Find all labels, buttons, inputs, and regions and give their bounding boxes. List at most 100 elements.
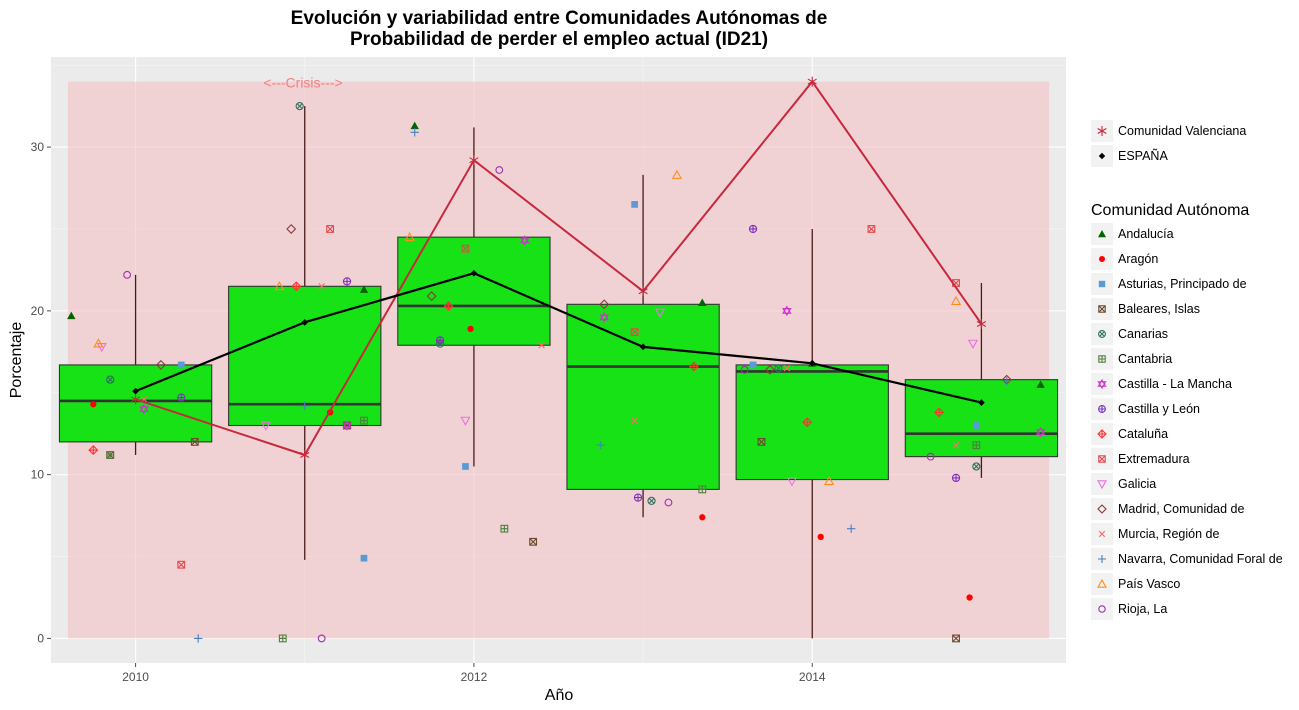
box-plot bbox=[397, 127, 551, 467]
data-point bbox=[260, 421, 271, 431]
data-point bbox=[867, 225, 876, 233]
data-point bbox=[972, 422, 980, 429]
box-plot bbox=[904, 283, 1059, 478]
crisis-band: <---Crisis---> bbox=[67, 75, 1050, 639]
data-point bbox=[749, 361, 757, 369]
data-point bbox=[748, 224, 758, 234]
data-point bbox=[698, 485, 707, 494]
data-point bbox=[155, 359, 166, 370]
legend-label: Andalucía bbox=[1118, 227, 1174, 241]
legend-key-bg bbox=[1091, 473, 1113, 495]
data-point bbox=[278, 634, 287, 643]
trend-point bbox=[300, 449, 310, 460]
data-point bbox=[500, 524, 509, 533]
data-point bbox=[631, 201, 638, 208]
data-point bbox=[952, 441, 960, 449]
y-tick-label: 10 bbox=[31, 468, 45, 482]
data-point bbox=[106, 451, 115, 459]
data-point bbox=[359, 285, 369, 293]
data-point bbox=[291, 281, 302, 292]
data-point bbox=[495, 166, 504, 174]
scatter-points bbox=[67, 102, 1046, 643]
legend-label: Baleares, Islas bbox=[1118, 302, 1200, 316]
data-point bbox=[177, 560, 186, 569]
data-point bbox=[67, 311, 76, 320]
legend-label: Castilla y León bbox=[1118, 402, 1200, 416]
box-rect bbox=[904, 379, 1059, 458]
x-tick-label: 2010 bbox=[122, 670, 149, 684]
y-tick-label: 20 bbox=[31, 304, 45, 318]
data-point bbox=[462, 463, 469, 470]
legend-key-marker bbox=[1097, 126, 1107, 136]
data-point bbox=[286, 223, 297, 234]
data-point bbox=[764, 364, 775, 375]
legend-label: Cataluña bbox=[1118, 427, 1168, 441]
legend-label: Navarra, Comunidad Foral de bbox=[1118, 552, 1283, 566]
legend-key-marker bbox=[1098, 280, 1106, 288]
trend-point bbox=[130, 394, 141, 405]
data-point bbox=[631, 417, 638, 424]
trend-point bbox=[808, 359, 816, 367]
data-point bbox=[410, 128, 419, 137]
legend-key-bg bbox=[1091, 573, 1113, 595]
box-rect bbox=[397, 236, 551, 346]
trend-point bbox=[807, 76, 817, 87]
axes: 0 10 20 30 2010 2012 2014 bbox=[31, 140, 826, 684]
data-point bbox=[966, 594, 973, 601]
legend-label: Extremadura bbox=[1118, 452, 1190, 466]
legend-key-marker bbox=[1098, 152, 1106, 160]
data-point bbox=[426, 291, 437, 302]
box-plot bbox=[735, 228, 889, 639]
trend-point bbox=[132, 387, 139, 395]
legend-key-marker bbox=[1098, 330, 1106, 338]
box-rect bbox=[566, 303, 720, 490]
legend-label: Murcia, Región de bbox=[1118, 527, 1219, 541]
trend-lines bbox=[130, 76, 987, 460]
crisis-label: <---Crisis---> bbox=[263, 75, 342, 91]
legend-key-marker bbox=[1098, 230, 1106, 238]
data-point bbox=[538, 341, 545, 349]
legend-label: ESPAÑA bbox=[1118, 149, 1168, 163]
chart-title: Evolución y variabilidad entre Comunidad… bbox=[291, 8, 828, 29]
data-point bbox=[688, 361, 699, 372]
data-point bbox=[824, 475, 835, 486]
data-point bbox=[90, 401, 97, 408]
data-point bbox=[740, 365, 749, 374]
data-point bbox=[952, 634, 960, 643]
trend-line bbox=[135, 272, 982, 404]
data-point bbox=[782, 305, 792, 317]
y-tick-label: 30 bbox=[31, 140, 45, 154]
trend-point bbox=[639, 343, 647, 351]
legend-label: País Vasco bbox=[1118, 577, 1180, 591]
data-point bbox=[93, 338, 104, 348]
legend-key-marker bbox=[1098, 555, 1106, 563]
legend-key-marker bbox=[1097, 480, 1107, 490]
data-point bbox=[951, 473, 961, 483]
data-point bbox=[88, 445, 99, 456]
data-point bbox=[934, 407, 945, 418]
data-point bbox=[529, 537, 538, 546]
legend-label: Aragón bbox=[1118, 252, 1158, 266]
crisis-band-rect bbox=[67, 81, 1050, 639]
data-point bbox=[460, 416, 471, 426]
data-point bbox=[177, 361, 185, 369]
data-point bbox=[519, 235, 530, 246]
data-point bbox=[596, 440, 605, 450]
data-point bbox=[461, 244, 470, 253]
data-point bbox=[300, 401, 309, 411]
legend-key-marker bbox=[1098, 455, 1106, 463]
data-point bbox=[435, 336, 445, 345]
data-point bbox=[633, 493, 643, 502]
data-point bbox=[950, 295, 962, 305]
x-tick-label: 2014 bbox=[799, 670, 826, 684]
trend-point bbox=[470, 269, 478, 277]
legend-key-marker bbox=[1097, 429, 1107, 439]
chart-subtitle: Probabilidad de perder el empleo actual … bbox=[350, 29, 768, 50]
legend-lines-bg bbox=[1089, 117, 1294, 171]
trend-point bbox=[638, 286, 648, 297]
data-point bbox=[647, 496, 656, 505]
y-axis-title: Porcentaje bbox=[8, 322, 25, 399]
legend-label: Canarias bbox=[1118, 327, 1168, 341]
legend-key-marker bbox=[1098, 305, 1106, 313]
data-point bbox=[630, 328, 639, 337]
